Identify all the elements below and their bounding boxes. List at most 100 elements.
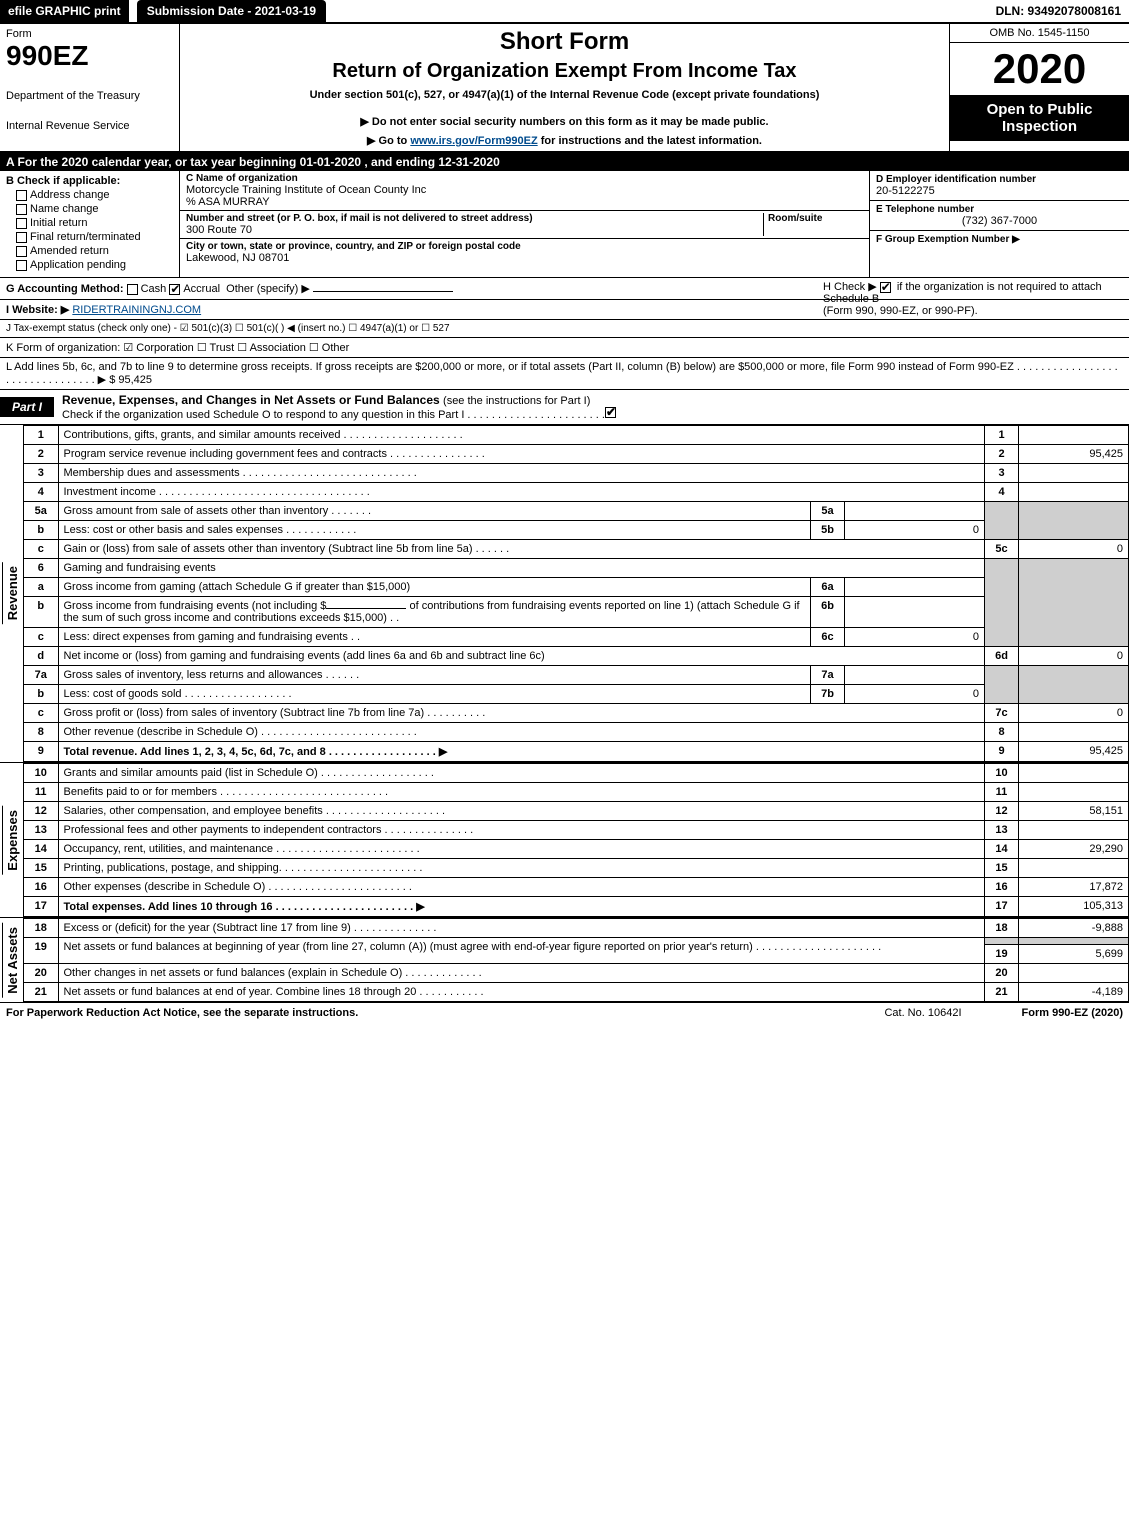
l5a-sval: [845, 502, 985, 521]
opt-final-return[interactable]: Final return/terminated: [16, 231, 173, 243]
l3-num: 3: [24, 464, 58, 483]
l5c-desc: Gain or (loss) from sale of assets other…: [58, 540, 985, 559]
l12-val: 58,151: [1019, 802, 1129, 821]
l1-desc: Contributions, gifts, grants, and simila…: [58, 426, 985, 445]
section-f: F Group Exemption Number ▶: [870, 231, 1129, 248]
opt-application-pending[interactable]: Application pending: [16, 259, 173, 271]
l16-num: 16: [24, 878, 58, 897]
section-g-h: G Accounting Method: Cash Accrual Other …: [0, 278, 1129, 300]
l8-rnum: 8: [985, 723, 1019, 742]
l5a-desc: Gross amount from sale of assets other t…: [58, 502, 811, 521]
cash-checkbox[interactable]: [127, 284, 138, 295]
tax-year: 2020: [950, 43, 1129, 95]
org-city: Lakewood, NJ 08701: [186, 252, 863, 264]
org-addr-row: Number and street (or P. O. box, if mail…: [180, 211, 869, 239]
netassets-side-label: Net Assets: [0, 918, 24, 1002]
l6b-sval: [845, 597, 985, 628]
l15-rnum: 15: [985, 859, 1019, 878]
opt-address-change[interactable]: Address change: [16, 189, 173, 201]
revenue-table: 1Contributions, gifts, grants, and simil…: [24, 425, 1129, 762]
l6b-amount-input[interactable]: [326, 608, 406, 609]
header-right: OMB No. 1545-1150 2020 Open to Public In…: [949, 24, 1129, 151]
l13-num: 13: [24, 821, 58, 840]
netassets-table: 18Excess or (deficit) for the year (Subt…: [24, 918, 1129, 1002]
org-address: 300 Route 70: [186, 224, 763, 236]
l15-desc: Printing, publications, postage, and shi…: [58, 859, 985, 878]
l17-num: 17: [24, 897, 58, 917]
submission-date: Submission Date - 2021-03-19: [137, 0, 326, 22]
l4-val: [1019, 483, 1129, 502]
l6a-desc: Gross income from gaming (attach Schedul…: [58, 578, 811, 597]
l7a-num: 7a: [24, 666, 58, 685]
group-exemption-label: F Group Exemption Number ▶: [876, 234, 1123, 245]
l11-val: [1019, 783, 1129, 802]
expenses-side-label: Expenses: [0, 763, 24, 917]
l5b-desc: Less: cost or other basis and sales expe…: [58, 521, 811, 540]
dept-irs: Internal Revenue Service: [6, 120, 173, 132]
l7b-desc: Less: cost of goods sold . . . . . . . .…: [58, 685, 811, 704]
l7b-num: b: [24, 685, 58, 704]
org-care-of: % ASA MURRAY: [186, 196, 863, 208]
grey-19-val: [1019, 938, 1129, 945]
l20-num: 20: [24, 964, 58, 983]
expenses-table: 10Grants and similar amounts paid (list …: [24, 763, 1129, 917]
opt-amended-return[interactable]: Amended return: [16, 245, 173, 257]
l14-desc: Occupancy, rent, utilities, and maintena…: [58, 840, 985, 859]
schedule-b-checkbox[interactable]: [880, 282, 891, 293]
org-name-row: C Name of organization Motorcycle Traini…: [180, 171, 869, 211]
l18-desc: Excess or (deficit) for the year (Subtra…: [58, 919, 985, 938]
header-left: Form 990EZ Department of the Treasury In…: [0, 24, 180, 151]
l19-rnum: 19: [985, 945, 1019, 964]
accrual-checkbox[interactable]: [169, 284, 180, 295]
l6c-num: c: [24, 628, 58, 647]
l7b-snum: 7b: [811, 685, 845, 704]
l6-num: 6: [24, 559, 58, 578]
l8-val: [1019, 723, 1129, 742]
l20-rnum: 20: [985, 964, 1019, 983]
l15-num: 15: [24, 859, 58, 878]
entity-info-block: B Check if applicable: Address change Na…: [0, 171, 1129, 278]
grey-5ab: [985, 502, 1019, 540]
org-name-label: C Name of organization: [186, 173, 863, 184]
l9-num: 9: [24, 742, 58, 762]
l7a-snum: 7a: [811, 666, 845, 685]
other-specify-input[interactable]: [313, 291, 453, 292]
section-b-title: B Check if applicable:: [6, 175, 173, 187]
efile-print-label[interactable]: efile GRAPHIC print: [0, 0, 129, 22]
website-link[interactable]: RIDERTRAININGNJ.COM: [72, 304, 201, 316]
l6c-sval: 0: [845, 628, 985, 647]
return-title: Return of Organization Exempt From Incom…: [190, 60, 939, 83]
l5a-num: 5a: [24, 502, 58, 521]
l10-val: [1019, 764, 1129, 783]
section-l-value: 95,425: [118, 374, 152, 386]
l18-num: 18: [24, 919, 58, 938]
ein-label: D Employer identification number: [876, 174, 1123, 185]
l5c-num: c: [24, 540, 58, 559]
part-1-title: Revenue, Expenses, and Changes in Net As…: [54, 390, 627, 424]
l17-desc: Total expenses. Add lines 10 through 16 …: [58, 897, 985, 917]
l7a-desc: Gross sales of inventory, less returns a…: [58, 666, 811, 685]
l5b-snum: 5b: [811, 521, 845, 540]
l7a-sval: [845, 666, 985, 685]
l11-desc: Benefits paid to or for members . . . . …: [58, 783, 985, 802]
l11-rnum: 11: [985, 783, 1019, 802]
l2-val: 95,425: [1019, 445, 1129, 464]
part-1-header: Part I Revenue, Expenses, and Changes in…: [0, 390, 1129, 425]
grey-7ab: [985, 666, 1019, 704]
l1-num: 1: [24, 426, 58, 445]
open-inspection: Open to Public Inspection: [950, 95, 1129, 141]
revenue-side-label: Revenue: [0, 425, 24, 762]
section-c: C Name of organization Motorcycle Traini…: [180, 171, 869, 277]
part-1-schedule-o-checkbox[interactable]: [605, 407, 616, 418]
footer-form: Form 990-EZ (2020): [1022, 1007, 1123, 1019]
grey-7ab-val: [1019, 666, 1129, 704]
opt-initial-return[interactable]: Initial return: [16, 217, 173, 229]
l20-val: [1019, 964, 1129, 983]
irs-link[interactable]: www.irs.gov/Form990EZ: [410, 135, 537, 147]
l16-desc: Other expenses (describe in Schedule O) …: [58, 878, 985, 897]
l10-desc: Grants and similar amounts paid (list in…: [58, 764, 985, 783]
l6d-val: 0: [1019, 647, 1129, 666]
opt-name-change[interactable]: Name change: [16, 203, 173, 215]
l10-rnum: 10: [985, 764, 1019, 783]
grey-5ab-val: [1019, 502, 1129, 540]
